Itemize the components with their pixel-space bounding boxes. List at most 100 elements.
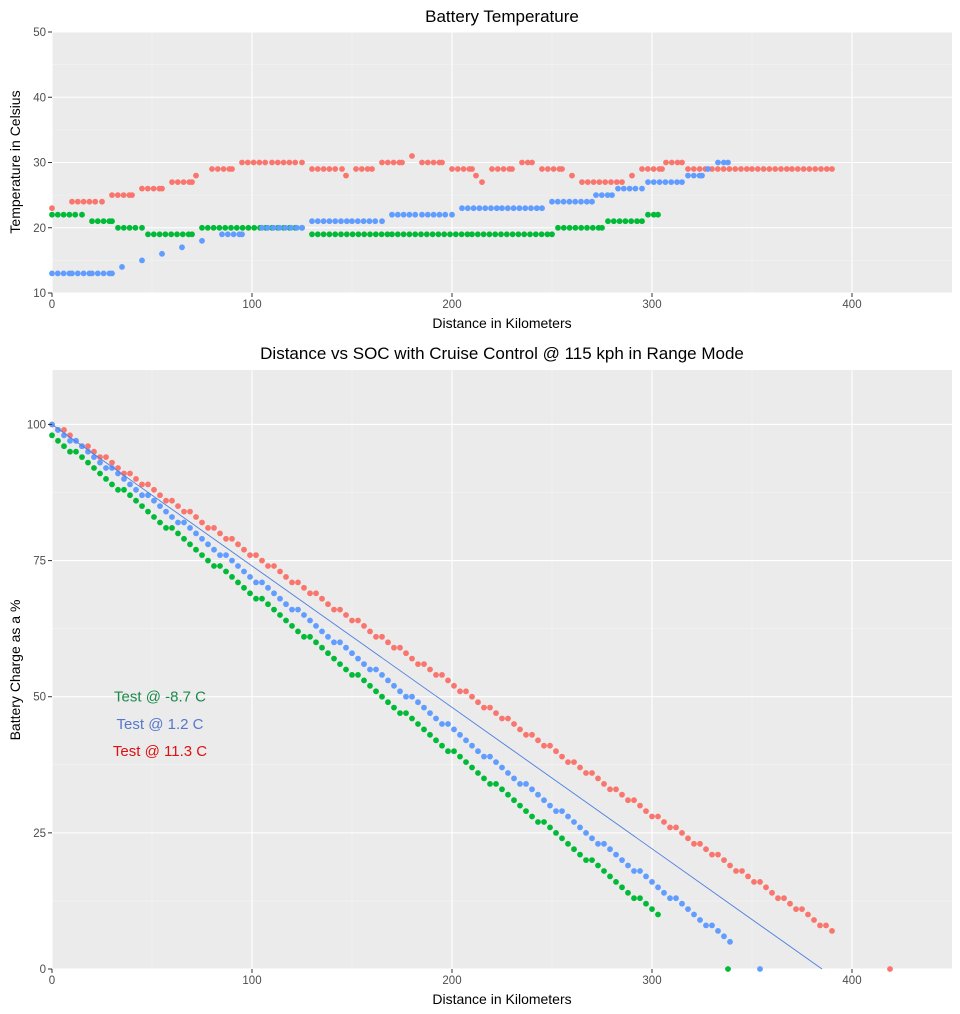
data-point (481, 753, 487, 760)
data-point (584, 224, 590, 231)
data-point (222, 224, 229, 231)
data-point (150, 231, 157, 238)
data-point (772, 166, 779, 172)
data-point (589, 857, 595, 863)
data-point (403, 650, 409, 657)
data-point (100, 218, 107, 225)
data-point (49, 432, 55, 439)
data-point (650, 179, 657, 186)
data-point (549, 231, 555, 238)
data-point (433, 672, 439, 678)
data-point (709, 851, 715, 858)
data-point (256, 159, 263, 166)
x-tick-label: 300 (642, 975, 661, 987)
data-point (259, 595, 265, 602)
data-point (812, 166, 819, 172)
data-point (139, 224, 145, 231)
data-point (463, 688, 469, 695)
data-point (274, 159, 281, 166)
data-point (578, 224, 585, 231)
data-point (233, 224, 240, 231)
data-point (244, 159, 251, 166)
data-point (696, 166, 703, 172)
x-tick-label: 0 (49, 975, 55, 987)
data-point (715, 159, 721, 166)
data-point (247, 574, 253, 580)
data-point (649, 813, 655, 820)
data-point (451, 682, 457, 689)
data-point (500, 166, 507, 172)
data-point (133, 497, 139, 504)
data-point (283, 574, 289, 580)
data-point (703, 846, 709, 853)
data-point (337, 606, 343, 613)
y-tick-label: 100 (27, 419, 46, 431)
data-point (541, 819, 547, 825)
x-tick-label: 0 (49, 299, 55, 311)
data-point (174, 231, 180, 238)
data-point (550, 166, 557, 172)
data-point (757, 966, 763, 972)
data-point (805, 911, 811, 918)
data-point (145, 492, 151, 499)
data-point (464, 205, 471, 212)
data-point (189, 179, 195, 186)
data-point (199, 552, 205, 558)
data-point (439, 672, 445, 678)
data-point (409, 153, 415, 159)
data-point (662, 179, 669, 186)
data-point (379, 633, 385, 640)
data-point (67, 437, 73, 444)
data-point (763, 884, 769, 891)
data-point (553, 830, 559, 836)
data-point (505, 770, 511, 776)
data-point (577, 851, 583, 858)
data-point (427, 731, 433, 738)
data-point (436, 211, 443, 218)
data-point (89, 218, 95, 225)
data-point (649, 879, 655, 885)
data-point (253, 579, 259, 586)
data-point (493, 759, 499, 765)
data-point (157, 519, 163, 526)
data-point (619, 884, 625, 891)
data-point (650, 211, 657, 218)
data-point (187, 508, 193, 515)
data-point (94, 270, 101, 277)
data-point (457, 753, 463, 760)
data-point (301, 633, 307, 640)
data-point (239, 231, 245, 238)
data-point (583, 857, 589, 863)
data-point (441, 231, 448, 238)
data-point (139, 257, 145, 264)
data-point (338, 231, 344, 238)
data-point (379, 693, 385, 700)
data-point (547, 742, 553, 749)
data-point (367, 666, 373, 673)
data-point (253, 552, 259, 558)
data-point (679, 900, 685, 907)
data-point (400, 211, 407, 218)
annotation-label: Test @ 1.2 C (117, 716, 204, 733)
data-point (247, 590, 253, 597)
data-point (709, 166, 715, 172)
data-point (655, 813, 661, 820)
data-point (760, 166, 767, 172)
data-point (343, 644, 349, 651)
data-point (403, 693, 409, 700)
data-point (620, 185, 627, 192)
data-point (55, 427, 61, 433)
data-point (193, 546, 199, 553)
data-point (163, 497, 169, 504)
data-point (625, 862, 631, 869)
data-point (571, 759, 577, 765)
data-point (326, 166, 333, 172)
data-point (596, 179, 603, 186)
x-tick-label: 300 (642, 299, 661, 311)
data-point (259, 579, 265, 586)
data-point (645, 179, 651, 186)
data-point (435, 231, 442, 238)
data-point (565, 813, 571, 820)
data-point (555, 224, 561, 231)
data-point (725, 159, 731, 166)
